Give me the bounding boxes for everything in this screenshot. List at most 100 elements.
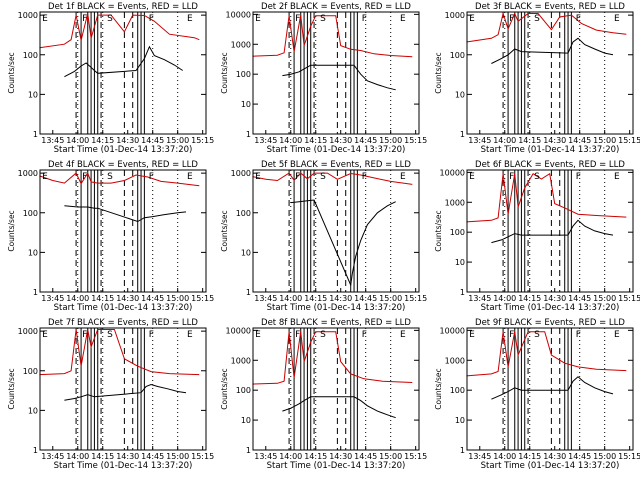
x-tick-label: 15:00 (379, 294, 402, 303)
x-tick-label: 13:45 (468, 452, 491, 461)
event-marker-label: F (295, 172, 300, 182)
plot-frame (466, 169, 634, 293)
x-tick-label: 15:15 (618, 452, 640, 461)
y-tick-label: 10 (455, 416, 465, 425)
y-tick-label: 10 (241, 100, 251, 109)
y-tick-label: 10 (28, 406, 38, 415)
y-tick-label: 1000 (18, 327, 38, 336)
y-tick-label: 10 (455, 258, 465, 267)
event-marker-label: F (295, 330, 300, 340)
x-tick-label: 15:15 (404, 294, 427, 303)
lld-series-line (252, 172, 413, 185)
x-tick-label: 14:15 (518, 136, 541, 145)
y-tick-label: 100 (236, 386, 251, 395)
x-tick-label: 14:00 (279, 136, 302, 145)
lld-series-line (466, 172, 627, 223)
y-tick-label: 1000 (445, 356, 465, 365)
y-tick-label: 1000 (231, 169, 251, 178)
plot-frame (252, 169, 420, 293)
x-tick-label: 15:15 (618, 294, 640, 303)
events-series-line (491, 376, 614, 400)
x-tick-label: 14:45 (141, 294, 164, 303)
event-marker-label: F (576, 14, 581, 24)
detector-panel: 1 10 100 1000 10000 13:45 14:00 14:15 14:30 14:45… (220, 318, 427, 471)
y-tick-label: 1 (460, 130, 465, 139)
x-tick-label: 14:30 (543, 136, 566, 145)
x-tick-label: 14:15 (304, 452, 327, 461)
plot-frame (466, 327, 634, 451)
event-marker-label: E (400, 14, 406, 24)
y-tick-label: 1000 (445, 11, 465, 20)
x-tick-label: 13:45 (41, 452, 64, 461)
x-tick-label: 15:00 (593, 294, 616, 303)
y-tick-label: 100 (23, 209, 38, 218)
y-tick-label: 1000 (231, 356, 251, 365)
x-tick-label: 14:15 (91, 452, 114, 461)
x-tick-label: 15:15 (618, 136, 640, 145)
detector-panel: 1 10 100 1000 10000 13:45 14:00 14:15 14:30 14:45… (434, 318, 640, 471)
event-marker-label: E (400, 330, 406, 340)
events-series-line (491, 219, 614, 244)
x-tick-label: 15:15 (191, 136, 214, 145)
plot-frame (39, 169, 207, 293)
x-tick-label: 15:00 (166, 136, 189, 145)
y-tick-label: 1000 (18, 169, 38, 178)
lld-series-line (252, 331, 413, 385)
lld-series-line (466, 331, 627, 377)
x-axis-label: Start Time (01-Dec-14 13:37:20) (54, 303, 193, 313)
x-tick-label: 14:30 (543, 294, 566, 303)
y-axis-label: Counts/sec (7, 52, 16, 93)
x-tick-label: 14:15 (304, 136, 327, 145)
y-axis-label: Counts/sec (220, 210, 229, 251)
y-tick-label: 10 (28, 248, 38, 257)
event-marker-label: E (469, 330, 475, 340)
events-series-line (64, 383, 187, 401)
panel-title: Det 9f BLACK = Events, RED = LLD (475, 318, 625, 328)
y-tick-label: 100 (236, 209, 251, 218)
y-axis-label: Counts/sec (220, 368, 229, 409)
panel-title: Det 3f BLACK = Events, RED = LLD (475, 2, 625, 12)
x-tick-label: 13:45 (254, 452, 277, 461)
x-tick-label: 15:00 (593, 136, 616, 145)
y-tick-label: 10 (241, 416, 251, 425)
lld-series-line (39, 13, 200, 49)
x-tick-label: 13:45 (41, 136, 64, 145)
x-tick-label: 14:00 (279, 452, 302, 461)
x-tick-label: 14:00 (66, 452, 89, 461)
x-tick-label: 14:15 (518, 452, 541, 461)
y-tick-label: 10000 (226, 326, 251, 335)
x-tick-label: 14:45 (141, 136, 164, 145)
x-tick-label: 14:45 (141, 452, 164, 461)
event-marker-label: S (107, 330, 113, 340)
x-tick-label: 14:15 (518, 294, 541, 303)
panel-title: Det 8f BLACK = Events, RED = LLD (261, 318, 411, 328)
x-tick-label: 13:45 (468, 136, 491, 145)
event-marker-label: E (255, 330, 261, 340)
x-tick-label: 14:00 (493, 136, 516, 145)
event-marker-label: E (255, 172, 261, 182)
y-tick-label: 10000 (440, 168, 465, 177)
y-tick-label: 1000 (18, 11, 38, 20)
x-tick-label: 14:30 (543, 452, 566, 461)
events-series-line (64, 205, 187, 223)
y-tick-label: 1 (246, 130, 251, 139)
x-tick-label: 14:30 (329, 294, 352, 303)
y-tick-label: 100 (236, 70, 251, 79)
x-axis-label: Start Time (01-Dec-14 13:37:20) (481, 461, 620, 471)
event-marker-label: F (509, 330, 514, 340)
detector-panel: 1 10 100 1000 10000 13:45 14:00 14:15 14:30 14:45… (434, 160, 640, 313)
detector-panel: 1 10 100 1000 13:45 14:00 14:15 14:30 14:45 15:00… (7, 160, 214, 313)
event-marker-label: E (614, 14, 620, 24)
event-marker-label: F (362, 330, 367, 340)
event-marker-label: S (107, 14, 113, 24)
x-axis-label: Start Time (01-Dec-14 13:37:20) (481, 303, 620, 313)
x-tick-label: 15:15 (191, 452, 214, 461)
x-tick-label: 15:00 (166, 452, 189, 461)
panel-title: Det 5f BLACK = Events, RED = LLD (261, 160, 411, 170)
x-tick-label: 14:00 (66, 294, 89, 303)
y-tick-label: 1 (460, 446, 465, 455)
event-marker-label: F (82, 14, 87, 24)
event-marker-label: E (187, 172, 193, 182)
event-marker-label: F (149, 14, 154, 24)
lld-series-line (466, 11, 627, 43)
